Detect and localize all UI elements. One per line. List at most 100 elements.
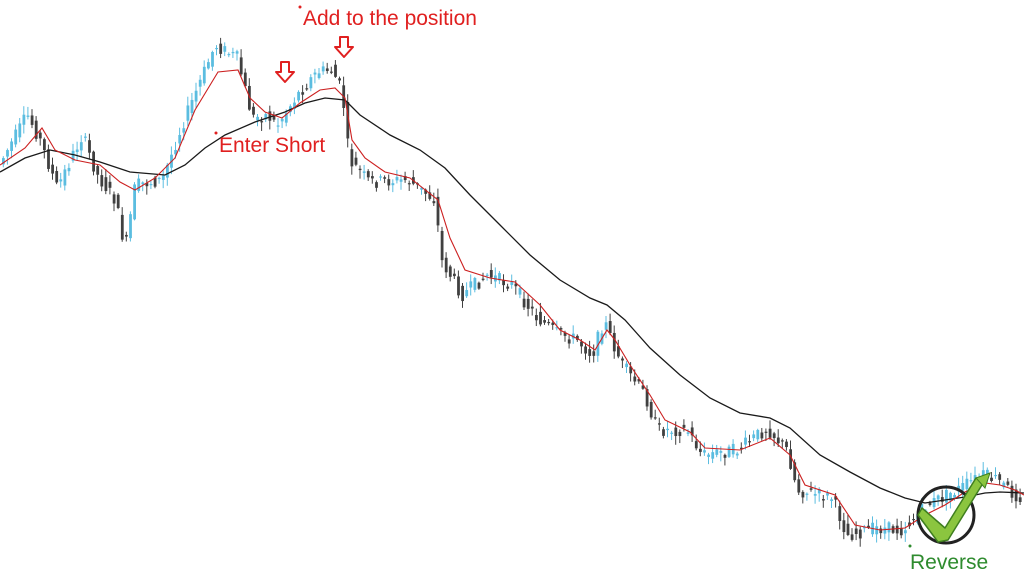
candle bbox=[79, 135, 83, 157]
candle bbox=[219, 37, 223, 59]
candle bbox=[75, 141, 79, 161]
candle bbox=[535, 308, 538, 327]
annotation-dot bbox=[214, 131, 218, 135]
candle bbox=[84, 133, 87, 142]
candle bbox=[502, 274, 505, 293]
candle bbox=[842, 512, 846, 540]
candle bbox=[727, 444, 731, 459]
candle bbox=[649, 399, 653, 420]
candle bbox=[137, 174, 141, 193]
candle bbox=[735, 451, 739, 459]
candle bbox=[694, 434, 698, 451]
candle bbox=[145, 179, 149, 195]
candle bbox=[453, 268, 456, 280]
candle bbox=[801, 490, 805, 504]
candle bbox=[854, 521, 858, 541]
candle bbox=[945, 485, 948, 511]
candle bbox=[604, 315, 608, 339]
candle bbox=[678, 429, 682, 444]
candle bbox=[297, 90, 300, 103]
candle bbox=[498, 271, 501, 285]
candle bbox=[768, 420, 772, 440]
candle bbox=[473, 276, 477, 293]
candle bbox=[399, 174, 403, 190]
candle bbox=[539, 302, 542, 327]
candle bbox=[850, 528, 854, 542]
candle bbox=[354, 151, 358, 167]
candle bbox=[362, 164, 366, 180]
candle bbox=[715, 444, 719, 458]
reverse-check-icon bbox=[916, 472, 991, 545]
candle bbox=[912, 513, 915, 526]
candle bbox=[707, 452, 710, 465]
candle bbox=[994, 467, 997, 479]
candle bbox=[432, 192, 436, 207]
candle bbox=[305, 83, 309, 91]
candle bbox=[6, 148, 9, 165]
candle bbox=[202, 60, 206, 86]
candle bbox=[309, 74, 313, 92]
annotation-add-to-position: Add to the position bbox=[303, 7, 477, 30]
annotation-reverse: Reverse bbox=[910, 551, 988, 574]
candle bbox=[92, 150, 95, 176]
fast-moving-average-line bbox=[0, 69, 1024, 531]
candle bbox=[1006, 478, 1010, 487]
candle bbox=[571, 325, 575, 344]
candle bbox=[805, 492, 809, 501]
candle bbox=[690, 421, 694, 442]
candle bbox=[207, 58, 210, 70]
candle bbox=[703, 442, 706, 456]
candle bbox=[239, 49, 243, 77]
candle bbox=[14, 124, 18, 148]
candle bbox=[96, 164, 100, 184]
candle bbox=[444, 252, 448, 279]
candle bbox=[797, 474, 801, 496]
candle bbox=[1002, 480, 1006, 490]
candle bbox=[284, 109, 288, 127]
candle bbox=[67, 163, 71, 176]
candle bbox=[875, 519, 879, 543]
candle bbox=[621, 356, 624, 369]
annotation-dot bbox=[908, 544, 912, 548]
candle bbox=[276, 118, 280, 133]
candle bbox=[990, 472, 993, 483]
annotation-dot bbox=[298, 5, 302, 9]
candle bbox=[133, 182, 136, 221]
candle bbox=[256, 113, 259, 127]
candle bbox=[686, 428, 690, 437]
slow-moving-average-line bbox=[0, 97, 1024, 504]
candle bbox=[899, 520, 903, 539]
candle bbox=[161, 170, 165, 189]
candle bbox=[457, 270, 460, 299]
candle bbox=[231, 47, 235, 58]
candle bbox=[699, 441, 702, 457]
candle bbox=[489, 263, 493, 285]
candle bbox=[469, 274, 473, 296]
candle bbox=[43, 137, 46, 159]
candle bbox=[448, 264, 452, 282]
candle bbox=[407, 180, 411, 191]
candle bbox=[740, 442, 743, 454]
candle bbox=[391, 179, 395, 193]
candle bbox=[366, 169, 370, 181]
candle bbox=[662, 426, 665, 439]
annotation-enter-short: Enter Short bbox=[219, 134, 325, 157]
candle bbox=[317, 68, 321, 80]
candle bbox=[301, 85, 305, 104]
candle bbox=[330, 66, 333, 75]
candle bbox=[588, 340, 592, 363]
candle bbox=[215, 45, 218, 56]
candle bbox=[731, 439, 735, 458]
candle bbox=[949, 491, 952, 509]
candle bbox=[969, 472, 973, 484]
candle bbox=[547, 319, 551, 326]
candle bbox=[592, 344, 596, 363]
candle bbox=[157, 176, 161, 184]
candle bbox=[465, 282, 469, 298]
candle bbox=[350, 143, 354, 175]
candle bbox=[112, 191, 116, 212]
candle bbox=[334, 60, 337, 78]
candle bbox=[1010, 480, 1014, 503]
candle bbox=[198, 75, 202, 96]
candle bbox=[293, 97, 296, 115]
